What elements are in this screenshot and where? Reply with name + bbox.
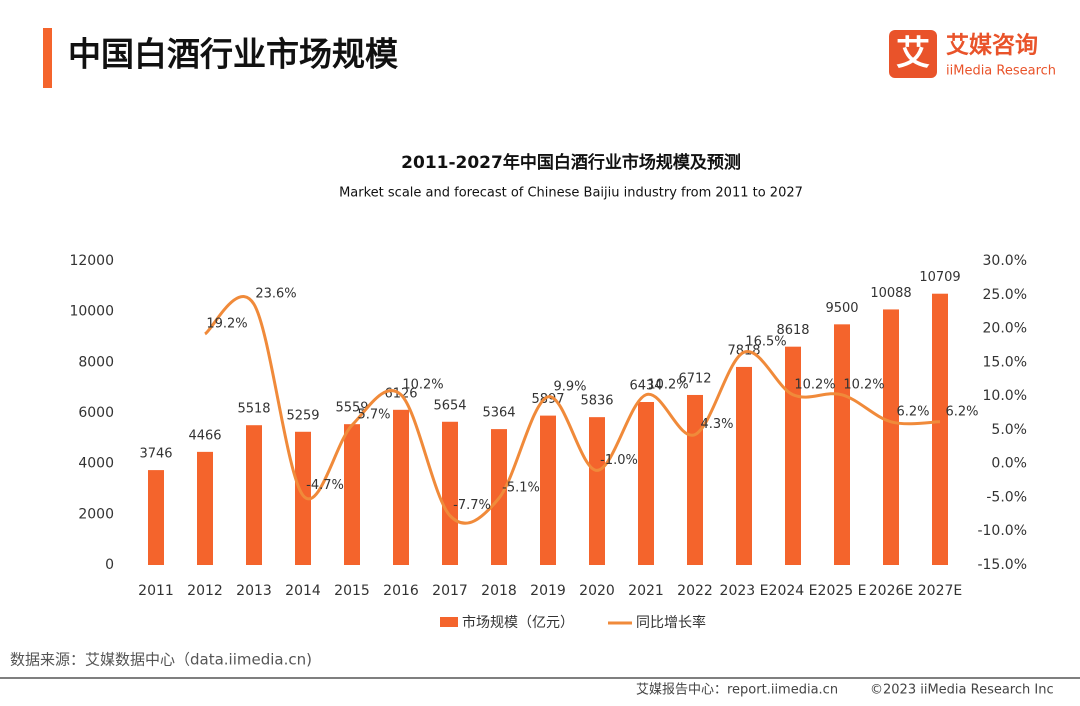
y2-tick-label: 10.0%: [983, 388, 1027, 404]
y2-tick-label: 15.0%: [983, 354, 1027, 370]
chart-title: 2011-2027年中国白酒行业市场规模及预测: [401, 152, 741, 173]
y2-tick-label: -10.0%: [977, 523, 1027, 539]
bar-value-label: 5836: [580, 394, 613, 409]
x-tick-label: 2016: [383, 583, 419, 599]
logo-name: 艾媒咨询: [946, 32, 1038, 59]
x-tick-label: 2022: [677, 583, 713, 599]
bar: [393, 409, 409, 565]
x-tick-label: 2025 E: [818, 583, 867, 599]
y2-tick-label: 0.0%: [991, 456, 1027, 472]
bar: [589, 417, 605, 565]
footer-right: ©2023 iiMedia Research Inc: [870, 683, 1054, 698]
y2-tick-label: -15.0%: [977, 557, 1027, 573]
bar-value-label: 5559: [335, 401, 368, 416]
y2-tick-label: 30.0%: [983, 253, 1027, 269]
source: 数据来源：艾媒数据中心（data.iimedia.cn): [10, 651, 312, 669]
line-value-label: 16.5%: [745, 335, 786, 350]
y-tick-label: 10000: [69, 304, 114, 320]
bar-value-label: 3746: [139, 447, 172, 462]
bar: [148, 470, 164, 565]
x-tick-label: 2012: [187, 583, 223, 599]
logo-mark: 艾: [896, 34, 930, 74]
line-value-label: 10.2%: [647, 377, 688, 392]
line-value-label: 6.2%: [896, 404, 929, 419]
y2-tick-label: -5.0%: [986, 489, 1027, 505]
x-tick-label: 2015: [334, 583, 370, 599]
bar: [736, 366, 752, 565]
line-value-label: 23.6%: [255, 287, 296, 302]
logo-sub: iiMedia Research: [946, 64, 1056, 79]
bar-value-label: 6712: [678, 371, 711, 386]
chart-subtitle: Market scale and forecast of Chinese Bai…: [339, 186, 803, 201]
page-title: 中国白酒行业市场规模: [68, 35, 399, 74]
x-tick-label: 2014: [285, 583, 321, 599]
y-tick-label: 12000: [69, 253, 114, 269]
logo-box: [889, 30, 937, 78]
title-accent: [43, 28, 52, 88]
bar-value-label: 6434: [629, 379, 662, 394]
bar-value-label: 10709: [919, 270, 960, 285]
y-tick-label: 4000: [78, 456, 114, 472]
line-value-label: 4.3%: [700, 417, 733, 432]
bar: [344, 424, 360, 565]
line-value-label: 10.2%: [843, 377, 884, 392]
legend-swatch: [440, 617, 458, 627]
line-value-label: 9.9%: [553, 379, 586, 394]
bar: [540, 415, 556, 565]
y2-tick-label: 25.0%: [983, 287, 1027, 303]
bar-value-label: 8618: [776, 323, 809, 338]
x-tick-label: 2024 E: [769, 583, 818, 599]
y-tick-label: 6000: [78, 405, 114, 421]
x-tick-label: 2019: [530, 583, 566, 599]
line-value-label: 19.2%: [206, 316, 247, 331]
line-value-label: 6.2%: [945, 404, 978, 419]
bar-value-label: 5259: [286, 408, 319, 423]
growth-line: [203, 295, 941, 525]
x-tick-label: 2027E: [918, 583, 962, 599]
bar: [834, 324, 850, 565]
y2-tick-label: 5.0%: [991, 422, 1027, 438]
x-tick-label: 2017: [432, 583, 468, 599]
y2-tick-label: 20.0%: [983, 321, 1027, 337]
bar: [883, 309, 899, 565]
footer-left: 艾媒报告中心：report.iimedia.cn: [636, 683, 838, 698]
bar: [442, 421, 458, 565]
line-value-label: -7.7%: [453, 498, 491, 513]
y-tick-label: 0: [105, 557, 114, 573]
bar: [295, 431, 311, 565]
x-tick-label: 2011: [138, 583, 174, 599]
bar: [197, 451, 213, 565]
bar-value-label: 5518: [237, 402, 270, 417]
x-tick-label: 2013: [236, 583, 272, 599]
bar: [246, 425, 262, 565]
line-value-label: -4.7%: [306, 478, 344, 493]
bar: [687, 394, 703, 565]
line-value-label: -1.0%: [600, 453, 638, 468]
x-tick-label: 2021: [628, 583, 664, 599]
line-value-label: 10.2%: [794, 377, 835, 392]
legend-label: 市场规模（亿元）: [462, 614, 574, 631]
bar: [785, 346, 801, 565]
x-tick-label: 2020: [579, 583, 615, 599]
bar-value-label: 5364: [482, 406, 515, 421]
y-tick-label: 8000: [78, 354, 114, 370]
legend-label: 同比增长率: [636, 614, 706, 631]
line-value-label: -5.1%: [502, 481, 540, 496]
x-tick-label: 2026E: [869, 583, 913, 599]
bar-value-label: 9500: [825, 301, 858, 316]
x-tick-label: 2023 E: [720, 583, 769, 599]
x-tick-label: 2018: [481, 583, 517, 599]
line-value-label: 10.2%: [402, 377, 443, 392]
bar: [638, 402, 654, 565]
bar: [932, 293, 948, 565]
bar-value-label: 10088: [870, 286, 911, 301]
bar-value-label: 5654: [433, 398, 466, 413]
bar-value-label: 4466: [188, 428, 221, 443]
y-tick-label: 2000: [78, 506, 114, 522]
line-value-label: 5.7%: [357, 408, 390, 423]
